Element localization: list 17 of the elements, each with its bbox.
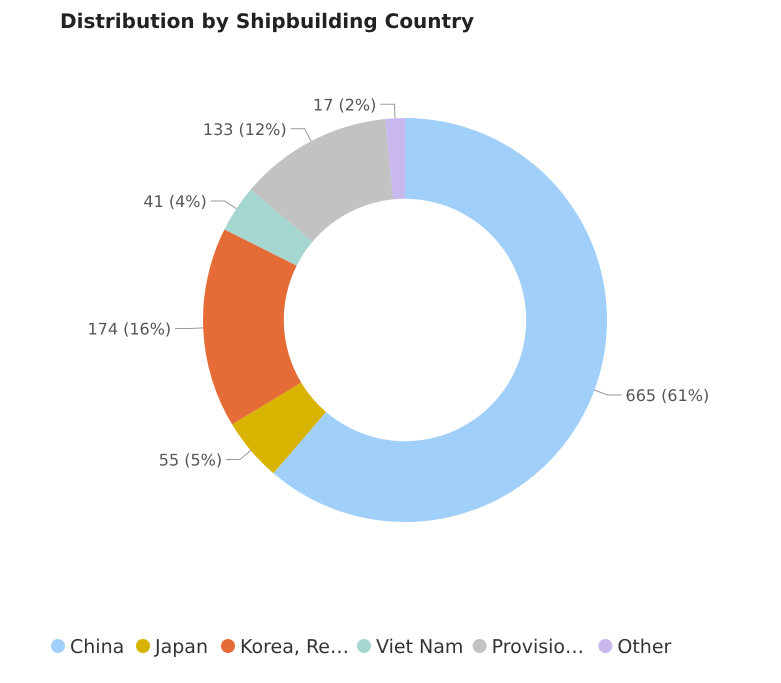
data-label: 133 (12%) [202, 120, 287, 139]
legend-label: Korea, Re… [240, 636, 349, 658]
legend-label: Japan [154, 636, 208, 658]
donut-slice [203, 229, 302, 424]
data-label: 17 (2%) [313, 95, 376, 114]
data-label: 665 (61%) [626, 386, 710, 406]
chart-title: Distribution by Shipbuilding Country [60, 9, 474, 33]
legend-label: Other [617, 636, 672, 658]
legend-label: Viet Nam [376, 636, 464, 658]
legend-label: Provisio… [492, 636, 584, 658]
data-label: 41 (4%) [143, 192, 207, 212]
data-label: 55 (5%) [158, 450, 222, 470]
donut-slice [232, 382, 326, 474]
donut-slice [385, 118, 405, 200]
legend-label: China [70, 636, 124, 658]
data-label: 174 (16%) [87, 319, 172, 338]
donut-slice [224, 190, 312, 266]
